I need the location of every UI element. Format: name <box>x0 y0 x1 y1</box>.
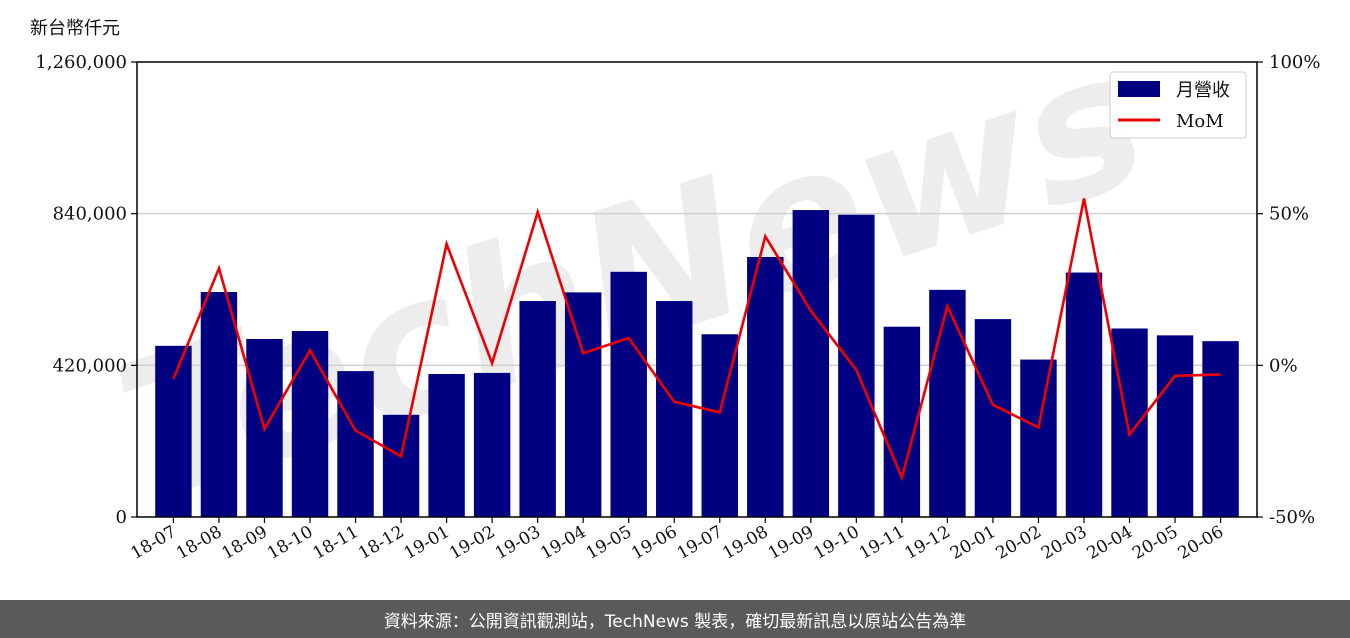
legend-label-bar: 月營收 <box>1176 80 1230 101</box>
x-tick-label-18-09: 18-09 <box>219 522 271 564</box>
legend: 月營收 MoM <box>1109 71 1247 139</box>
x-tick-label-18-12: 18-12 <box>355 522 407 564</box>
x-tick-label-19-04: 19-04 <box>537 522 589 564</box>
bar-series <box>155 210 1239 518</box>
bar-20-02 <box>1020 359 1057 517</box>
x-tick-label-19-12: 19-12 <box>901 522 953 564</box>
bar-19-03 <box>519 301 556 517</box>
x-tick-label-18-07: 18-07 <box>127 522 179 564</box>
x-tick-label-20-05: 20-05 <box>1129 522 1181 564</box>
y2-tick-label-0: -50% <box>1269 507 1315 528</box>
bar-19-11 <box>883 326 921 517</box>
bar-19-01 <box>428 374 465 517</box>
bar-19-06 <box>656 301 693 517</box>
plot-frame <box>136 61 1258 518</box>
y-tick-label-3: 1,260,000 <box>35 52 127 73</box>
x-tick-label-19-03: 19-03 <box>492 522 544 564</box>
y2-tick-label-3: 100% <box>1269 52 1320 73</box>
revenue-chart: TechNews 0420,000840,0001,260,000-50%0%5… <box>35 7 1320 564</box>
bar-20-01 <box>974 319 1012 517</box>
x-tick-label-20-01: 20-01 <box>947 522 999 564</box>
x-tick-label-20-04: 20-04 <box>1084 522 1136 564</box>
x-tick-label-20-03: 20-03 <box>1038 522 1090 564</box>
bar-19-04 <box>564 292 602 517</box>
bar-18-12 <box>382 414 420 517</box>
legend-swatch-bar <box>1118 81 1160 97</box>
bar-18-11 <box>337 371 374 517</box>
bar-19-12 <box>929 289 966 517</box>
x-tick-label-19-09: 19-09 <box>765 522 817 564</box>
bar-18-10 <box>291 331 329 517</box>
mom-line <box>172 198 1221 482</box>
x-tick-label-19-07: 19-07 <box>674 522 726 564</box>
bar-19-05 <box>610 271 647 517</box>
y-axis-unit-label: 新台幣仟元 <box>30 18 120 39</box>
bar-20-04 <box>1111 328 1148 517</box>
y2-tick-label-1: 0% <box>1269 355 1298 376</box>
x-tick-label-19-02: 19-02 <box>446 522 498 564</box>
bar-18-08 <box>200 292 238 517</box>
x-tick-label-19-10: 19-10 <box>810 522 862 564</box>
bar-20-06 <box>1202 341 1239 517</box>
y-tick-label-1: 420,000 <box>53 355 127 376</box>
y-tick-label-2: 840,000 <box>53 204 127 225</box>
bar-18-07 <box>155 345 192 517</box>
x-tick-label-19-05: 19-05 <box>583 522 635 564</box>
x-tick-label-19-01: 19-01 <box>401 522 453 564</box>
legend-label-line: MoM <box>1176 111 1224 132</box>
x-tick-label-19-11: 19-11 <box>856 522 908 564</box>
source-text: 資料來源：公開資訊觀測站，TechNews 製表，確切最新訊息以原站公告為準 <box>383 611 967 632</box>
source-footer: 資料來源：公開資訊觀測站，TechNews 製表，確切最新訊息以原站公告為準 <box>0 600 1350 638</box>
bar-19-09 <box>792 210 830 518</box>
x-tick-label-19-06: 19-06 <box>628 522 680 564</box>
x-tick-label-20-02: 20-02 <box>993 522 1045 564</box>
x-tick-label-18-11: 18-11 <box>310 522 362 564</box>
x-tick-label-19-08: 19-08 <box>719 522 771 564</box>
x-tick-label-18-10: 18-10 <box>264 522 316 564</box>
x-tick-label-20-06: 20-06 <box>1175 522 1227 564</box>
bar-19-08 <box>747 257 784 517</box>
mom-line-series <box>172 198 1221 482</box>
bar-19-02 <box>473 372 511 517</box>
bar-19-10 <box>838 214 875 517</box>
bar-20-03 <box>1065 272 1103 517</box>
y-tick-label-0: 0 <box>116 507 127 528</box>
bar-20-05 <box>1156 335 1194 517</box>
y2-tick-label-2: 50% <box>1269 204 1309 225</box>
